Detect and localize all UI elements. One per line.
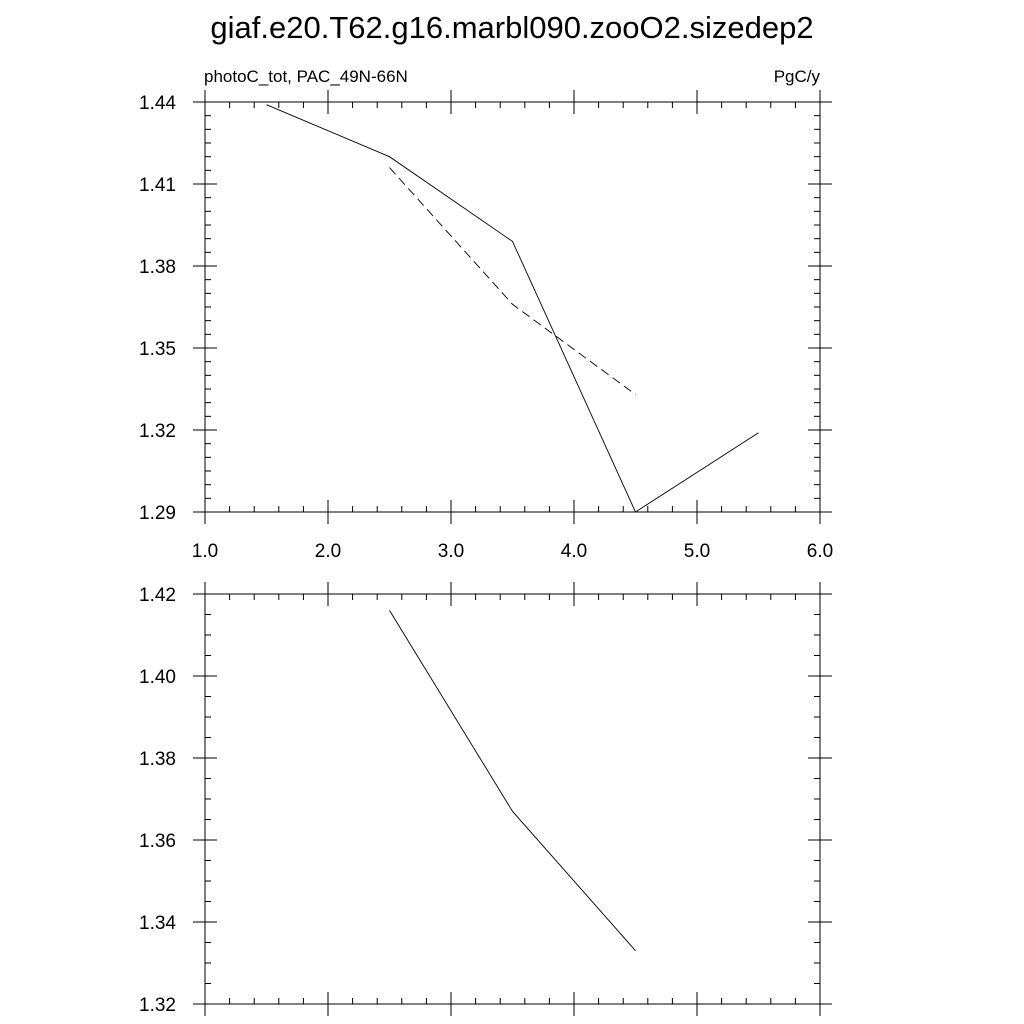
x-tick-label: 5.0: [684, 541, 710, 562]
y-tick-label: 1.32: [139, 995, 176, 1016]
y-tick-label: 1.35: [139, 339, 176, 360]
y-tick-label: 1.41: [139, 175, 176, 196]
x-tick-label: 3.0: [438, 541, 464, 562]
series-line-1: [389, 610, 636, 951]
y-tick-label: 1.42: [139, 585, 176, 606]
y-tick-label: 1.38: [139, 749, 176, 770]
x-tick-label: 2.0: [315, 541, 341, 562]
chart-title: giaf.e20.T62.g16.marbl090.zooO2.sizedep2: [210, 10, 813, 45]
y-tick-label: 1.29: [139, 503, 176, 524]
bottom-panel: 1.32 1.34 1.36 1.38 1.40 1.42: [139, 582, 832, 1016]
y-tick-label: 1.40: [139, 667, 176, 688]
series-line-2: [389, 167, 636, 395]
x-tick-label: 6.0: [807, 541, 833, 562]
x-tick-label: 4.0: [561, 541, 587, 562]
y-tick-label: 1.32: [139, 421, 176, 442]
y-tick-label: 1.38: [139, 257, 176, 278]
y-tick-label: 1.36: [139, 831, 176, 852]
plot-frame: [204, 101, 821, 513]
plot-frame: [204, 593, 821, 1005]
y-tick-label: 1.44: [139, 93, 176, 114]
series-line-1: [266, 104, 759, 513]
top-panel: 1.0 2.0 3.0 4.0 5.0 6.0 1.29 1.32 1.35 1.38 1.41 1.…: [139, 90, 833, 562]
x-tick-label: 1.0: [192, 541, 218, 562]
panel1-left-label: photoC_tot, PAC_49N-66N: [204, 67, 408, 86]
y-tick-label: 1.34: [139, 913, 176, 934]
panel1-units-label: PgC/y: [774, 67, 821, 86]
